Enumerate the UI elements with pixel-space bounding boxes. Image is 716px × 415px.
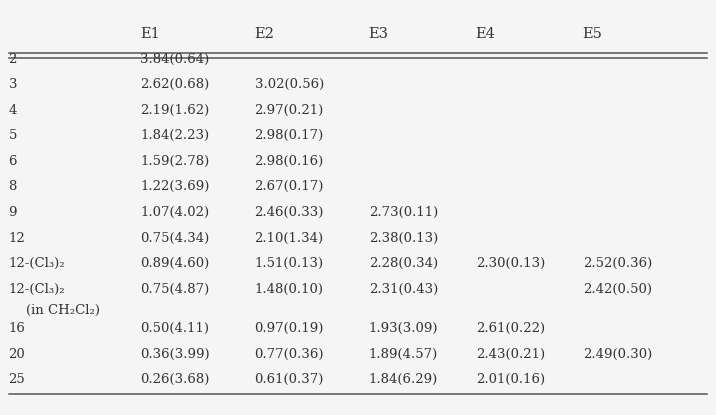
- Text: 25: 25: [9, 374, 25, 386]
- Text: 12-(Cl₃)₂: 12-(Cl₃)₂: [9, 283, 65, 295]
- Text: 12-(Cl₃)₂: 12-(Cl₃)₂: [9, 257, 65, 270]
- Text: 2.43(0.21): 2.43(0.21): [475, 348, 545, 361]
- Text: 2.52(0.36): 2.52(0.36): [583, 257, 652, 270]
- Text: 2.98(0.17): 2.98(0.17): [255, 129, 324, 142]
- Text: 2.42(0.50): 2.42(0.50): [583, 283, 652, 295]
- Text: 1.51(0.13): 1.51(0.13): [255, 257, 324, 270]
- Text: 2.38(0.13): 2.38(0.13): [369, 232, 438, 244]
- Text: 0.36(3.99): 0.36(3.99): [140, 348, 210, 361]
- Text: 2.31(0.43): 2.31(0.43): [369, 283, 438, 295]
- Text: 2.01(0.16): 2.01(0.16): [475, 374, 545, 386]
- Text: 2.98(0.16): 2.98(0.16): [255, 155, 324, 168]
- Text: 0.75(4.34): 0.75(4.34): [140, 232, 210, 244]
- Text: 0.61(0.37): 0.61(0.37): [255, 374, 324, 386]
- Text: 0.97(0.19): 0.97(0.19): [255, 322, 324, 335]
- Text: 0.89(4.60): 0.89(4.60): [140, 257, 210, 270]
- Text: 2.28(0.34): 2.28(0.34): [369, 257, 437, 270]
- Text: (in CH₂Cl₂): (in CH₂Cl₂): [26, 304, 100, 317]
- Text: 20: 20: [9, 348, 25, 361]
- Text: 0.50(4.11): 0.50(4.11): [140, 322, 210, 335]
- Text: 2.62(0.68): 2.62(0.68): [140, 78, 210, 91]
- Text: 0.75(4.87): 0.75(4.87): [140, 283, 210, 295]
- Text: 2.49(0.30): 2.49(0.30): [583, 348, 652, 361]
- Text: 2.30(0.13): 2.30(0.13): [475, 257, 545, 270]
- Text: 2.73(0.11): 2.73(0.11): [369, 206, 438, 219]
- Text: 2.46(0.33): 2.46(0.33): [255, 206, 324, 219]
- Text: 3: 3: [9, 78, 17, 91]
- Text: 6: 6: [9, 155, 17, 168]
- Text: 1.48(0.10): 1.48(0.10): [255, 283, 324, 295]
- Text: 9: 9: [9, 206, 17, 219]
- Text: 4: 4: [9, 104, 17, 117]
- Text: 2.97(0.21): 2.97(0.21): [255, 104, 324, 117]
- Text: 2.19(1.62): 2.19(1.62): [140, 104, 210, 117]
- Text: E4: E4: [475, 27, 495, 42]
- Text: 1.07(4.02): 1.07(4.02): [140, 206, 210, 219]
- Text: 16: 16: [9, 322, 25, 335]
- Text: 1.93(3.09): 1.93(3.09): [369, 322, 438, 335]
- Text: 1.89(4.57): 1.89(4.57): [369, 348, 438, 361]
- Text: 1.22(3.69): 1.22(3.69): [140, 181, 210, 193]
- Text: 3.84(0.64): 3.84(0.64): [140, 53, 210, 66]
- Text: E5: E5: [583, 27, 603, 42]
- Text: 2.61(0.22): 2.61(0.22): [475, 322, 545, 335]
- Text: 1.59(2.78): 1.59(2.78): [140, 155, 210, 168]
- Text: 2: 2: [9, 53, 17, 66]
- Text: 0.26(3.68): 0.26(3.68): [140, 374, 210, 386]
- Text: 12: 12: [9, 232, 25, 244]
- Text: 1.84(2.23): 1.84(2.23): [140, 129, 210, 142]
- Text: E3: E3: [369, 27, 389, 42]
- Text: E1: E1: [140, 27, 160, 42]
- Text: 5: 5: [9, 129, 17, 142]
- Text: 8: 8: [9, 181, 17, 193]
- Text: E2: E2: [255, 27, 274, 42]
- Text: 3.02(0.56): 3.02(0.56): [255, 78, 324, 91]
- Text: 0.77(0.36): 0.77(0.36): [255, 348, 324, 361]
- Text: 2.10(1.34): 2.10(1.34): [255, 232, 324, 244]
- Text: 1.84(6.29): 1.84(6.29): [369, 374, 438, 386]
- Text: 2.67(0.17): 2.67(0.17): [255, 181, 324, 193]
